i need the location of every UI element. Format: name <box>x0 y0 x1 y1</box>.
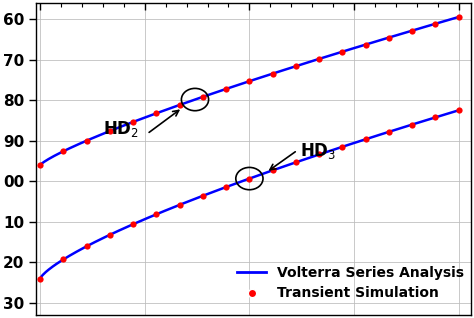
Text: HD$_2$: HD$_2$ <box>103 119 139 139</box>
Text: HD$_3$: HD$_3$ <box>300 141 336 161</box>
Legend: Volterra Series Analysis, Transient Simulation: Volterra Series Analysis, Transient Simu… <box>232 260 469 306</box>
